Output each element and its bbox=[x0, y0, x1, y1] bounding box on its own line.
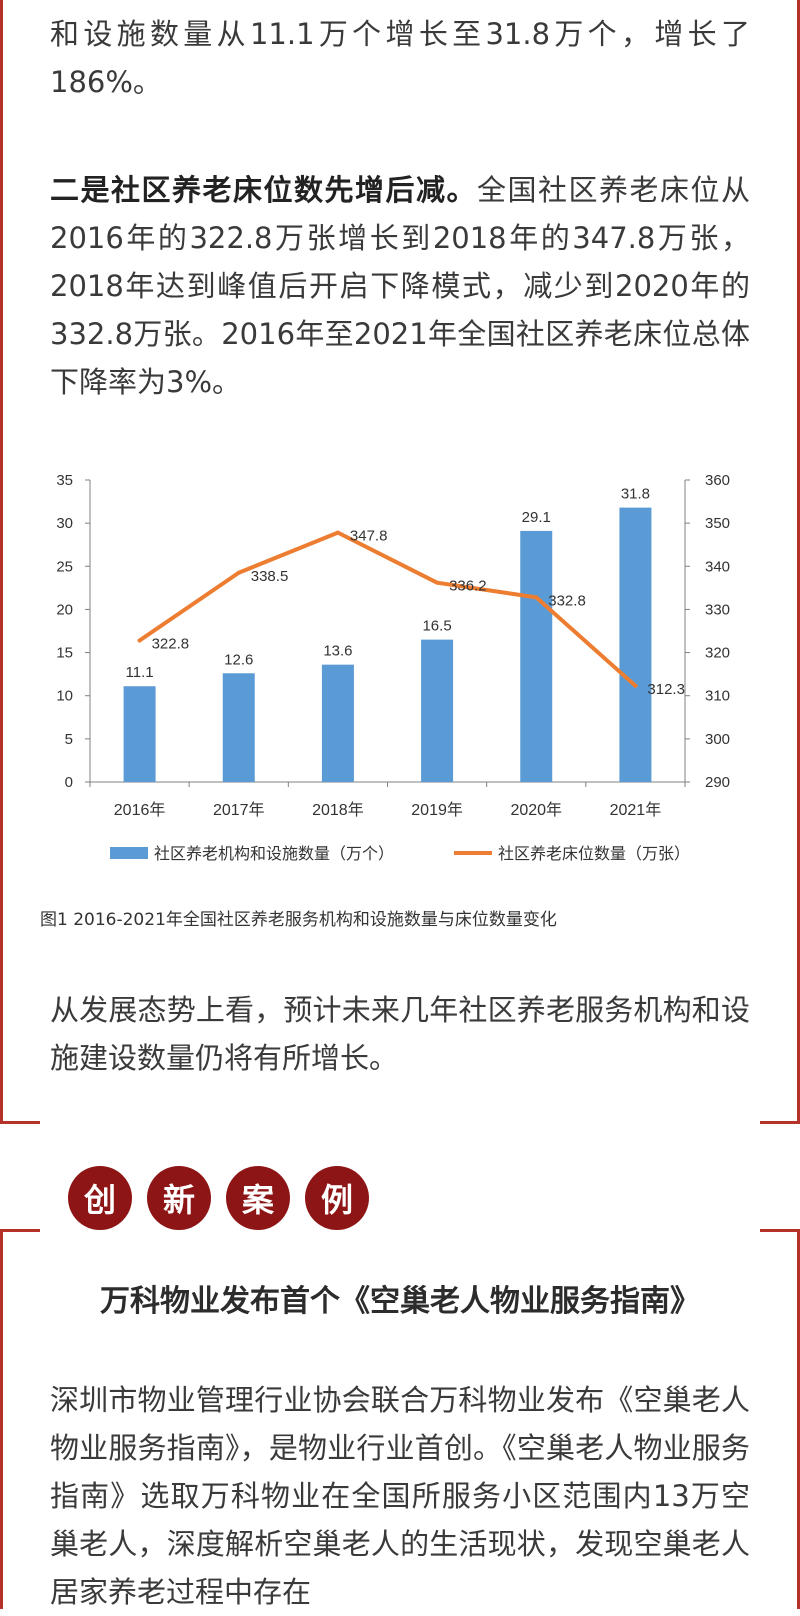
bar-data-label: 29.1 bbox=[522, 509, 551, 526]
legend-bar-swatch bbox=[110, 847, 148, 859]
x-tick-label: 2017年 bbox=[213, 801, 265, 819]
bar-data-label: 13.6 bbox=[323, 643, 352, 660]
bar-data-label: 11.1 bbox=[126, 664, 154, 681]
y-left-tick-label: 15 bbox=[56, 645, 73, 662]
section-title: 万科物业发布首个《空巢老人物业服务指南》 bbox=[100, 1284, 700, 1319]
bar bbox=[222, 673, 255, 782]
line-point bbox=[335, 530, 340, 535]
bar bbox=[520, 530, 553, 782]
x-tick-label: 2018年 bbox=[312, 801, 364, 819]
line-data-label: 312.3 bbox=[647, 681, 685, 698]
paragraph-outlook: 从发展态势上看，预计未来几年社区养老服务机构和设施建设数量仍将有所增长。 bbox=[50, 993, 750, 1075]
y-right-tick-label: 340 bbox=[705, 558, 730, 575]
y-left-tick-label: 20 bbox=[56, 601, 73, 618]
chart-svg: 0 5 10 15 20 25 30 35 290 300 310 320 330 340 350 360 20… bbox=[56, 472, 730, 863]
paragraph-beds: 二是社区养老床位数先增后减。全国社区养老床位从2016年的322.8万张增长到2… bbox=[50, 166, 750, 406]
x-tick-label: 2019年 bbox=[411, 801, 463, 819]
y-left-tick-label: 0 bbox=[65, 774, 73, 791]
frame-right-line bbox=[797, 0, 800, 1124]
bar-data-label: 12.6 bbox=[224, 651, 253, 668]
line-point bbox=[633, 683, 638, 688]
y-right-tick-label: 360 bbox=[705, 472, 730, 489]
frame-bottom-left-line bbox=[0, 1121, 40, 1124]
y-right-tick-label: 320 bbox=[705, 645, 730, 662]
x-tick-label: 2016年 bbox=[114, 801, 166, 819]
bar bbox=[123, 686, 156, 782]
section-frame-right-line bbox=[797, 1229, 800, 1609]
line-point bbox=[534, 595, 539, 600]
y-right-tick-label: 310 bbox=[705, 688, 730, 705]
frame-bottom-right-line bbox=[760, 1121, 800, 1124]
paragraph-vanke: 深圳市物业管理行业协会联合万科物业发布《空巢老人物业服务指南》，是物业行业首创。… bbox=[50, 1383, 750, 1609]
line-point bbox=[435, 580, 440, 585]
bar bbox=[421, 639, 454, 782]
line-data-label: 347.8 bbox=[350, 528, 388, 545]
line-data-label: 338.5 bbox=[251, 568, 289, 585]
combo-chart: 0 5 10 15 20 25 30 35 290 300 310 320 330 340 350 360 20… bbox=[30, 470, 780, 910]
article-frame bbox=[0, 0, 800, 1124]
badge-chuang: 创 bbox=[68, 1166, 132, 1230]
y-right-tick-label: 350 bbox=[705, 515, 730, 532]
bar bbox=[321, 664, 354, 782]
paragraph-beds-heading: 二是社区养老床位数先增后减。 bbox=[50, 173, 477, 207]
bar-data-label: 16.5 bbox=[422, 618, 451, 635]
figure-caption: 图1 2016-2021年全国社区养老服务机构和设施数量与床位数量变化 bbox=[40, 910, 557, 930]
paragraph-beds-body: 全国社区养老床位从2016年的322.8万张增长到2018年的347.8万张，2… bbox=[50, 173, 750, 399]
y-left-tick-label: 30 bbox=[56, 515, 73, 532]
y-left-tick-label: 10 bbox=[56, 688, 73, 705]
y-left-tick-label: 25 bbox=[56, 558, 73, 575]
badge-xin: 新 bbox=[147, 1166, 211, 1230]
y-left-tick-label: 35 bbox=[56, 472, 73, 489]
section-frame-left-line bbox=[0, 1229, 3, 1609]
badge-an: 案 bbox=[226, 1166, 290, 1230]
line-point bbox=[236, 570, 241, 575]
legend-bar-label: 社区养老机构和设施数量（万个） bbox=[154, 845, 394, 863]
section-frame-top-left-line bbox=[0, 1229, 40, 1232]
line-series bbox=[137, 530, 638, 688]
y-right-tick-label: 330 bbox=[705, 601, 730, 618]
y-left-tick-label: 5 bbox=[65, 731, 73, 748]
y-right-tick-label: 300 bbox=[705, 731, 730, 748]
section-frame-top-right-line bbox=[760, 1229, 800, 1232]
paragraph-growth: 和设施数量从11.1万个增长至31.8万个，增长了186%。 bbox=[50, 17, 750, 99]
bar bbox=[619, 507, 652, 782]
bar-data-label: 31.8 bbox=[621, 486, 650, 503]
frame-left-line bbox=[0, 0, 3, 1124]
x-tick-label: 2021年 bbox=[610, 801, 662, 819]
line-point bbox=[137, 638, 142, 643]
legend-line-label: 社区养老床位数量（万张） bbox=[498, 845, 690, 863]
x-tick-label: 2020年 bbox=[510, 801, 562, 819]
line-data-label: 336.2 bbox=[449, 578, 487, 595]
y-right-tick-label: 290 bbox=[705, 774, 730, 791]
line-data-label: 332.8 bbox=[548, 592, 586, 609]
line-data-label: 322.8 bbox=[152, 635, 190, 652]
badge-li: 例 bbox=[305, 1166, 369, 1230]
